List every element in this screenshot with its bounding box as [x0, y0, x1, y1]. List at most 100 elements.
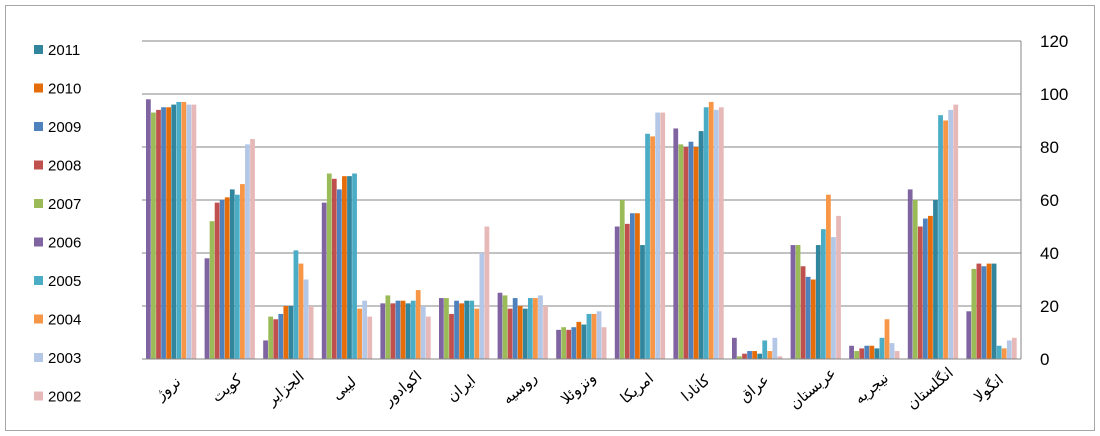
bar: [762, 340, 768, 359]
bar: [229, 189, 235, 359]
axes: [142, 41, 1022, 360]
bars: [146, 99, 1017, 360]
bar: [614, 226, 620, 359]
bar: [538, 295, 543, 359]
bar: [815, 245, 821, 359]
bar: [889, 343, 895, 359]
bar: [693, 147, 699, 359]
bar: [214, 202, 220, 359]
bar: [938, 115, 943, 359]
legend-label: 2004: [48, 312, 81, 329]
bar: [948, 109, 954, 360]
bar: [273, 319, 279, 359]
category-label: نروژ: [151, 373, 184, 405]
bar: [204, 258, 210, 359]
bar: [405, 303, 411, 359]
legend-swatch: [34, 45, 43, 54]
bar: [820, 229, 826, 359]
legend-swatch: [34, 199, 43, 208]
bar: [953, 104, 959, 359]
legend-label: 2007: [48, 196, 81, 213]
bar: [474, 308, 480, 359]
bar: [234, 194, 240, 359]
bar: [732, 337, 737, 359]
bar: [800, 266, 806, 359]
bar: [527, 298, 533, 359]
category-label: الجزایر: [262, 367, 308, 409]
bar: [479, 253, 485, 359]
legend-label: 2009: [48, 119, 81, 136]
bar: [688, 141, 694, 359]
bar: [209, 221, 215, 359]
bar: [581, 324, 587, 359]
bar: [151, 112, 156, 359]
bar: [380, 303, 386, 359]
bar: [566, 329, 572, 359]
category-label: نیجریه: [851, 369, 892, 408]
bar: [869, 345, 875, 359]
bar: [849, 345, 854, 359]
bar: [176, 101, 182, 359]
bar: [737, 356, 742, 359]
legend-swatch: [34, 122, 43, 131]
bar: [459, 303, 464, 359]
bar: [278, 313, 284, 359]
gridlines: [142, 40, 1021, 307]
category-label: ونزوئلا: [557, 368, 599, 408]
bar: [331, 178, 337, 359]
category-label: اکوادور: [379, 367, 425, 410]
legend-label: 2005: [48, 273, 81, 290]
bar: [347, 176, 352, 359]
bar: [757, 353, 763, 359]
bar: [321, 202, 327, 359]
bar: [767, 351, 773, 359]
bar: [678, 144, 684, 359]
category-label: عربستان: [786, 364, 840, 413]
bar: [884, 319, 890, 359]
bar: [713, 109, 719, 360]
bar: [1001, 348, 1007, 359]
bar: [454, 300, 459, 359]
bar: [635, 213, 640, 359]
bar: [917, 226, 923, 359]
bar: [171, 104, 177, 359]
legend-label: 2011: [48, 42, 80, 59]
bar: [166, 107, 171, 359]
bar: [660, 112, 666, 359]
y-tick-labels: 0 20 40 60 80 100 120: [1040, 32, 1068, 369]
legend-label: 2008: [48, 158, 81, 175]
bar: [601, 327, 607, 359]
bar: [772, 337, 778, 359]
bar: [805, 276, 811, 359]
bar: [303, 279, 309, 359]
y-tick-label: 80: [1040, 138, 1059, 157]
bar: [298, 263, 304, 359]
bar: [742, 353, 747, 359]
bar: [507, 308, 513, 359]
bar: [922, 218, 928, 359]
y-tick-label: 100: [1040, 85, 1068, 104]
legend-swatch: [34, 314, 43, 324]
bar: [673, 128, 679, 359]
bar: [156, 109, 161, 360]
bar: [879, 337, 885, 359]
bar: [390, 303, 396, 359]
bar: [981, 266, 987, 359]
bar: [308, 306, 314, 359]
bar: [1006, 340, 1012, 359]
y-tick-label: 120: [1040, 32, 1068, 51]
bar: [619, 200, 625, 359]
category-label: روسیه: [499, 369, 541, 408]
category-label: امریکا: [617, 369, 657, 407]
bar: [683, 147, 689, 359]
bar: [556, 329, 561, 359]
bar: [146, 99, 151, 360]
bar: [464, 300, 470, 359]
bar: [415, 290, 421, 359]
bar: [976, 263, 982, 359]
bar: [698, 131, 704, 359]
y-tick-label: 0: [1040, 350, 1049, 369]
bar: [586, 313, 592, 359]
y-tick-label: 60: [1040, 191, 1059, 210]
bar: [362, 300, 368, 359]
